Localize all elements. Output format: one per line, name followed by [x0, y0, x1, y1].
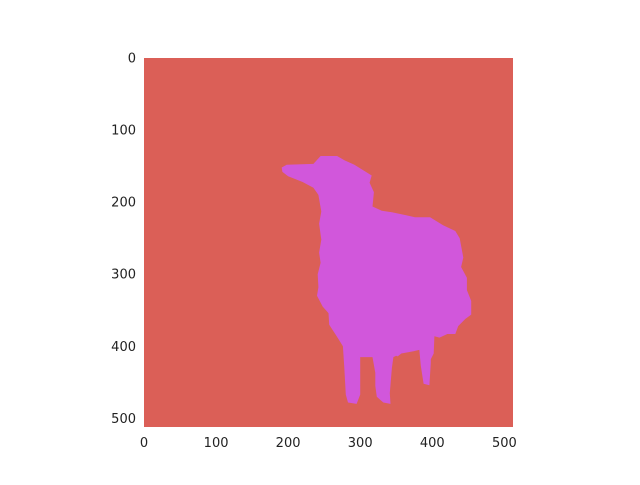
x-axis: 0 100 200 300 400 500 — [140, 436, 517, 451]
y-tick-label: 400 — [111, 340, 136, 355]
x-tick-label: 500 — [492, 436, 517, 451]
y-tick-label: 500 — [111, 412, 136, 427]
x-tick-label: 400 — [420, 436, 445, 451]
y-tick-label: 100 — [111, 124, 136, 139]
x-tick-label: 200 — [276, 436, 301, 451]
y-tick-label: 0 — [128, 52, 136, 67]
x-tick-label: 100 — [204, 436, 229, 451]
y-axis: 0 100 200 300 400 500 — [111, 52, 136, 427]
x-tick-label: 300 — [348, 436, 373, 451]
y-tick-label: 300 — [111, 268, 136, 283]
y-tick-label: 200 — [111, 196, 136, 211]
x-tick-label: 0 — [140, 436, 148, 451]
mask-foreground-sheep — [281, 156, 472, 404]
